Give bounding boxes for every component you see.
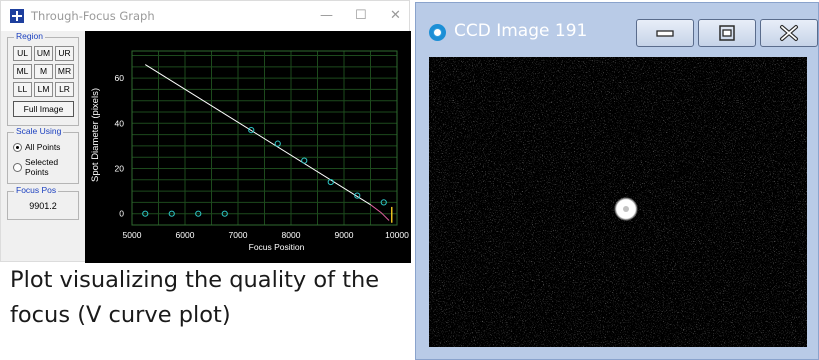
full-image-button[interactable]: Full Image [13, 101, 74, 117]
y-tick-label: 60 [115, 73, 125, 83]
y-tick-label: 20 [115, 164, 125, 174]
region-mr-button[interactable]: MR [55, 64, 74, 79]
y-tick-label: 40 [115, 118, 125, 128]
data-point [301, 157, 308, 164]
focus-pos-label: Focus Pos [14, 185, 59, 196]
focus-pos-value: 9901.2 [29, 201, 57, 211]
selected-points-label: Selected Points [25, 157, 59, 177]
all-points-label: All Points [25, 142, 61, 152]
all-points-radio[interactable] [13, 143, 22, 152]
x-tick-label: 5000 [123, 230, 142, 240]
data-point [380, 199, 387, 206]
region-ur-button[interactable]: UR [55, 46, 74, 61]
plot-svg: 5000 6000 7000 8000 9000 10000 0 20 40 60 Focus Po… [90, 50, 409, 252]
through-focus-titlebar[interactable]: Through-Focus Graph — ☐ ✕ [1, 1, 409, 31]
region-ml-button[interactable]: ML [13, 64, 32, 79]
data-point [248, 126, 255, 134]
x-tick-label: 8000 [282, 230, 301, 240]
plot-frame [131, 50, 398, 226]
data-point [195, 210, 202, 217]
ccd-close-button[interactable] [760, 19, 818, 47]
region-ul-button[interactable]: UL [13, 46, 32, 61]
scale-using-label: Scale Using [14, 126, 64, 137]
focus-pos-group: Focus Pos 9901.2 [7, 185, 79, 220]
window-title: Through-Focus Graph [31, 9, 155, 23]
x-tick-label: 7000 [229, 230, 248, 240]
x-tick-label: 6000 [176, 230, 195, 240]
x-axis-label: Focus Position [249, 242, 305, 252]
data-point [354, 192, 361, 199]
minimize-button[interactable]: — [320, 8, 333, 23]
data-point [168, 210, 175, 217]
ccd-app-icon [429, 24, 446, 41]
x-tick-label: 9000 [335, 230, 354, 240]
maximize-icon [719, 25, 735, 41]
region-lm-button[interactable]: LM [34, 82, 53, 97]
through-focus-window: Through-Focus Graph — ☐ ✕ Region UL UM U… [0, 0, 411, 263]
ccd-minimize-button[interactable] [636, 19, 694, 47]
region-ll-button[interactable]: LL [13, 82, 32, 97]
maximize-button[interactable]: ☐ [355, 8, 367, 23]
ccd-titlebar[interactable]: CCD Image 191 [416, 3, 818, 55]
x-tick-label: 10000 [385, 230, 409, 240]
region-um-button[interactable]: UM [34, 46, 53, 61]
ccd-window-title: CCD Image 191 [454, 21, 588, 41]
v-curve-plot[interactable]: 5000 6000 7000 8000 9000 10000 0 20 40 60 Focus Po… [85, 31, 411, 263]
close-icon [780, 25, 798, 41]
data-point [221, 210, 228, 217]
region-group: Region UL UM UR ML M MR LL LM LR Full Im… [7, 31, 79, 126]
y-axis-label: Spot Diameter (pixels) [90, 88, 101, 182]
selected-points-radio[interactable] [13, 163, 22, 172]
ccd-image-window: CCD Image 191 [415, 2, 819, 360]
data-point [327, 178, 334, 186]
close-button[interactable]: ✕ [390, 8, 401, 23]
data-point [274, 140, 281, 147]
ccd-image-canvas[interactable] [429, 57, 807, 347]
scale-using-group: Scale Using All Points Selected Points [7, 126, 79, 184]
fit-line-tail [370, 204, 390, 221]
region-label: Region [14, 31, 45, 42]
region-m-button[interactable]: M [34, 64, 53, 79]
minimize-icon [656, 30, 674, 37]
app-icon [10, 9, 24, 23]
region-lr-button[interactable]: LR [55, 82, 74, 97]
ccd-maximize-button[interactable] [698, 19, 756, 47]
caption-text: Plot visualizing the quality of the focu… [10, 267, 380, 328]
y-tick-label: 0 [119, 209, 124, 219]
data-point [142, 210, 149, 217]
